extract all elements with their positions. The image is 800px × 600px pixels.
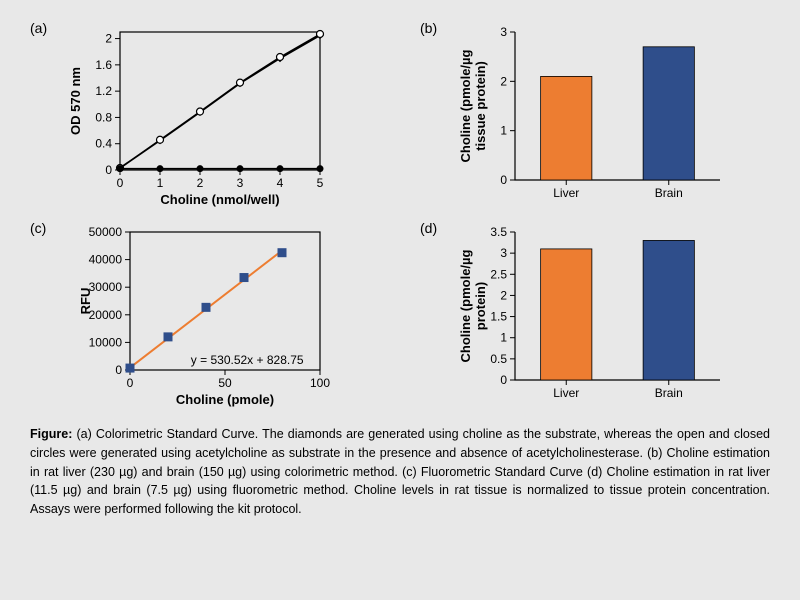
- svg-text:0: 0: [117, 176, 124, 190]
- panel-c: (c) 0 50 100 0 10000 20000 30000 40000 50000 Chol…: [30, 220, 380, 410]
- svg-text:1.5: 1.5: [490, 310, 507, 324]
- chart-b: 0 1 2 3 Liver Brain Choline (pmole/µgtissue pr…: [420, 20, 740, 210]
- svg-text:1: 1: [500, 331, 507, 345]
- svg-text:3: 3: [500, 246, 507, 260]
- svg-text:0: 0: [105, 163, 112, 177]
- panel-b: (b) 0 1 2 3 Liver Brain Choline (pmole/µgtissu…: [420, 20, 770, 210]
- svg-text:3.5: 3.5: [490, 225, 507, 239]
- svg-text:2: 2: [197, 176, 204, 190]
- svg-text:0: 0: [115, 363, 122, 377]
- svg-text:10000: 10000: [89, 335, 123, 349]
- caption-text: (a) Colorimetric Standard Curve. The dia…: [30, 427, 770, 516]
- svg-text:0.4: 0.4: [95, 137, 112, 151]
- svg-text:5: 5: [317, 176, 324, 190]
- svg-text:Choline (pmole/µg: Choline (pmole/µg: [458, 249, 473, 362]
- svg-text:2: 2: [500, 74, 507, 88]
- caption-label: Figure:: [30, 427, 72, 441]
- svg-text:0.8: 0.8: [95, 110, 112, 124]
- svg-text:0: 0: [127, 376, 134, 390]
- svg-text:1.2: 1.2: [95, 84, 112, 98]
- panel-a-label: (a): [30, 20, 47, 36]
- svg-text:tissue protein): tissue protein): [473, 61, 488, 151]
- figure-caption: Figure: (a) Colorimetric Standard Curve.…: [30, 420, 770, 519]
- svg-text:3: 3: [237, 176, 244, 190]
- svg-text:Brain: Brain: [655, 386, 683, 400]
- svg-text:4: 4: [277, 176, 284, 190]
- svg-text:2: 2: [105, 32, 112, 46]
- svg-text:Brain: Brain: [655, 186, 683, 200]
- chart-a: 0 1 2 3 4 5 0 0.4 0.8 1.2 1.6 2 Choline (nmol/well) O…: [30, 20, 350, 210]
- svg-text:OD 570 nm: OD 570 nm: [68, 67, 83, 135]
- svg-text:Choline (nmol/well): Choline (nmol/well): [160, 192, 279, 207]
- svg-text:40000: 40000: [89, 253, 123, 267]
- panel-a: (a) 0 1 2 3 4 5 0 0.4 0.8 1.2 1.6 2 Choline (nmol/we…: [30, 20, 380, 210]
- svg-text:Liver: Liver: [553, 186, 579, 200]
- svg-text:RFU: RFU: [78, 288, 93, 315]
- svg-text:Liver: Liver: [553, 386, 579, 400]
- svg-text:2.5: 2.5: [490, 267, 507, 281]
- svg-text:100: 100: [310, 376, 330, 390]
- svg-text:y = 530.52x + 828.75: y = 530.52x + 828.75: [191, 353, 304, 367]
- panel-c-label: (c): [30, 220, 46, 236]
- svg-text:20000: 20000: [89, 308, 123, 322]
- svg-text:30000: 30000: [89, 280, 123, 294]
- svg-text:1: 1: [500, 124, 507, 138]
- chart-d: 0 0.5 1 1.5 2 2.5 3 3.5 Liver Brain Choline (pmole…: [420, 220, 740, 410]
- svg-text:3: 3: [500, 25, 507, 39]
- svg-text:0: 0: [500, 373, 507, 387]
- svg-text:50000: 50000: [89, 225, 123, 239]
- svg-text:50: 50: [218, 376, 232, 390]
- svg-text:protein): protein): [473, 282, 488, 330]
- svg-text:0: 0: [500, 173, 507, 187]
- svg-text:1: 1: [157, 176, 164, 190]
- svg-text:0.5: 0.5: [490, 352, 507, 366]
- svg-text:Choline (pmole/µg: Choline (pmole/µg: [458, 49, 473, 162]
- panel-d: (d) 0 0.5 1 1.5 2 2.5 3 3.5 Liver Brain Choline (p…: [420, 220, 770, 410]
- panel-b-label: (b): [420, 20, 437, 36]
- chart-c: 0 50 100 0 10000 20000 30000 40000 50000 Choline …: [30, 220, 350, 410]
- svg-text:1.6: 1.6: [95, 58, 112, 72]
- panel-d-label: (d): [420, 220, 437, 236]
- svg-text:Choline (pmole): Choline (pmole): [176, 392, 274, 407]
- svg-text:2: 2: [500, 288, 507, 302]
